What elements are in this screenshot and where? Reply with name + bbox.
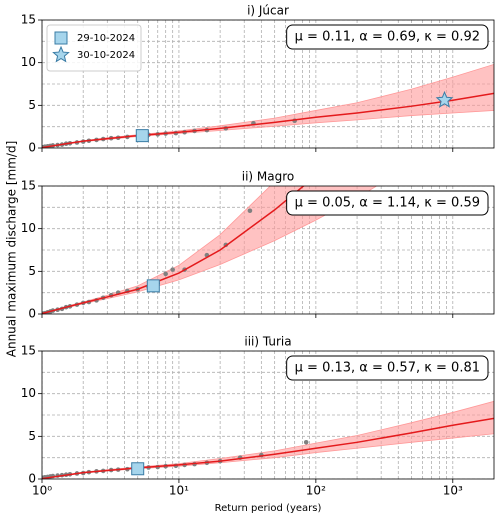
y-tick-label: 10	[21, 221, 36, 235]
y-tick-label: 10	[21, 55, 36, 69]
observed-point	[247, 208, 253, 214]
fit-line	[42, 186, 305, 314]
y-tick-label: 15	[21, 344, 36, 358]
panel-title: i) Júcar	[247, 4, 289, 18]
confidence-band	[42, 186, 378, 314]
parameter-annotation: μ = 0.11, α = 0.69, κ = 0.92	[295, 30, 480, 45]
observed-point	[170, 267, 175, 272]
panel-title: ii) Magro	[242, 170, 295, 184]
legend-marker	[54, 31, 68, 45]
y-axis-label: Annual maximum discharge [mm/d]	[5, 141, 19, 358]
x-tick-label: 10⁰	[32, 484, 52, 498]
event-square	[135, 129, 149, 143]
axes-frame	[41, 185, 495, 315]
legend-marker	[52, 45, 70, 63]
annotation-box	[286, 355, 489, 381]
y-tick-label: 0	[28, 472, 36, 486]
axes-frame	[41, 19, 495, 149]
y-tick-label: 5	[28, 429, 36, 443]
legend-label: 29-10-2024	[77, 33, 135, 44]
annotation-box	[286, 24, 489, 50]
y-tick-label: 15	[21, 179, 36, 193]
parameter-annotation: μ = 0.13, α = 0.57, κ = 0.81	[295, 361, 480, 376]
x-tick-label: 10¹	[169, 484, 189, 498]
observed-point	[163, 271, 168, 277]
axes-frame	[41, 350, 495, 480]
fit-line	[42, 417, 494, 479]
legend-label: 30-10-2024	[77, 50, 135, 61]
panel-title: iii) Turia	[244, 335, 291, 349]
confidence-band	[42, 400, 494, 479]
fit-line	[42, 92, 494, 148]
annotation-box	[286, 190, 489, 216]
y-tick-label: 5	[28, 98, 36, 112]
y-tick-label: 0	[28, 307, 36, 321]
x-tick-label: 10²	[306, 484, 326, 498]
observed-point	[303, 440, 309, 445]
y-tick-label: 0	[28, 141, 36, 155]
legend-box	[46, 24, 142, 72]
plot-area	[42, 351, 494, 479]
parameter-annotation: μ = 0.05, α = 1.14, κ = 0.59	[295, 196, 480, 211]
y-tick-label: 5	[28, 264, 36, 278]
y-tick-label: 10	[21, 386, 36, 400]
y-tick-label: 15	[21, 13, 36, 27]
x-tick-label: 10³	[443, 484, 463, 498]
x-axis-label: Return period (years)	[215, 503, 322, 514]
event-star	[435, 90, 454, 108]
event-square	[146, 279, 160, 293]
event-square	[131, 462, 145, 476]
